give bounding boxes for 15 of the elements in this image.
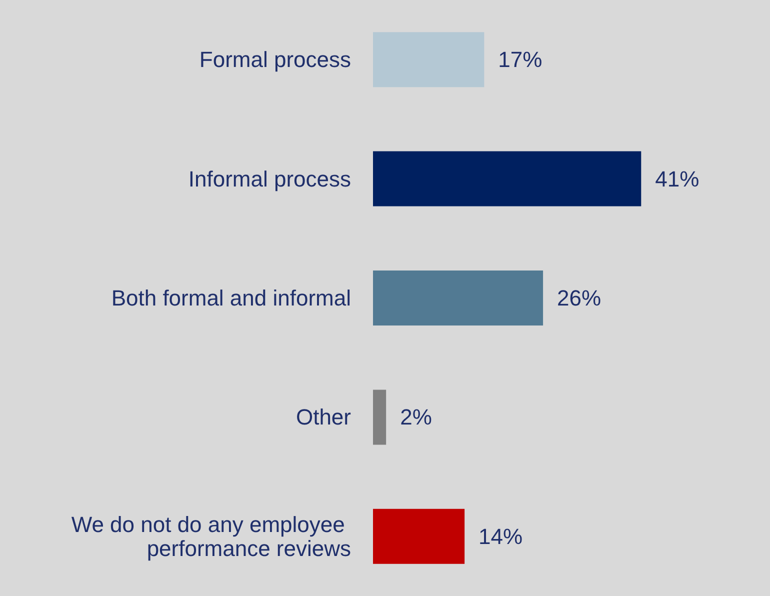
- bar: [373, 390, 386, 445]
- bar: [373, 508, 465, 564]
- bar: [373, 270, 544, 326]
- y-tick-label: We do not do any employee performance reviews: [71, 512, 351, 561]
- data-label: 17%: [498, 47, 542, 72]
- data-label: 14%: [478, 524, 523, 549]
- y-tick-label: Other: [296, 404, 351, 430]
- bar: [373, 32, 484, 88]
- data-label: 2%: [400, 404, 432, 430]
- y-tick-label: Formal process: [199, 47, 351, 72]
- y-tick-label: Informal process: [188, 166, 351, 192]
- data-label: 41%: [655, 166, 700, 192]
- y-tick-label: Both formal and informal: [111, 286, 351, 310]
- bar: [373, 151, 642, 206]
- data-label: 26%: [557, 286, 602, 310]
